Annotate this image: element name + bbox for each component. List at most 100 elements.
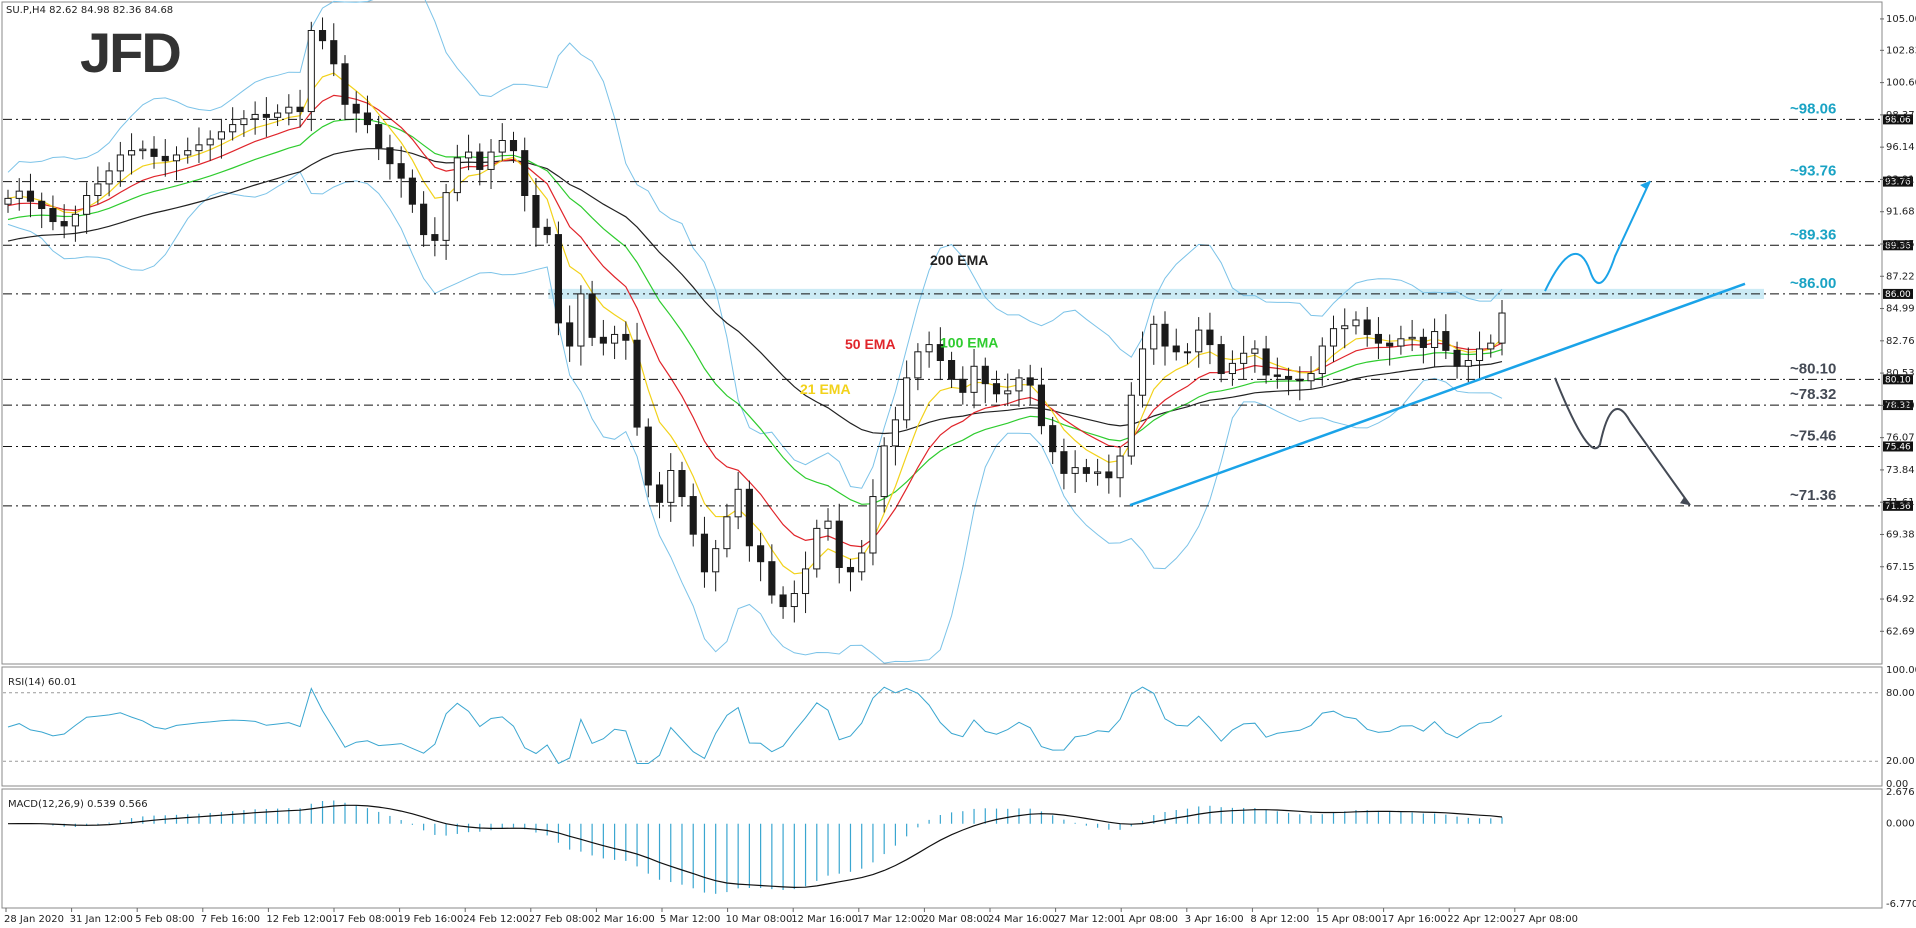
candle-body [633, 339, 641, 428]
candle-body [644, 426, 652, 486]
time-axis: 28 Jan 2020 31 Jan 12:00 5 Feb 08:00 7 Feb … [4, 908, 1578, 925]
candle-body [532, 195, 540, 228]
x-tick-label: 1 Apr 08:00 [1119, 914, 1178, 925]
candle-body [363, 112, 372, 126]
bearish-arrowhead [1680, 497, 1690, 506]
candle-body [734, 488, 742, 518]
candle-body [1094, 471, 1102, 474]
main-pane [1, 1, 1883, 665]
bollinger-bands [7, 0, 1503, 664]
x-tick-label: 3 Apr 16:00 [1185, 914, 1244, 925]
candle-body [453, 157, 461, 194]
candle-body [992, 383, 1001, 395]
y-tick-label: 89.45 [1886, 239, 1915, 250]
ema200-line [7, 147, 1503, 435]
candle-body [509, 140, 518, 152]
candle-body [903, 377, 911, 421]
y-tick-label: 105.00 [1886, 14, 1916, 25]
candle-body [577, 293, 585, 347]
candle-body [1442, 331, 1450, 351]
x-tick-label: 10 Mar 08:00 [726, 914, 793, 925]
candles[interactable] [4, 17, 1506, 623]
level-label-2: ~89.36 [1790, 226, 1836, 243]
x-tick-label: 12 Mar 16:00 [791, 914, 858, 925]
level-pricebox-6 [1883, 441, 1913, 452]
level-label-0: ~98.06 [1790, 100, 1836, 117]
level-pricebox-text-4: 80.10 [1885, 375, 1911, 385]
candle-body [262, 113, 270, 118]
candle-body [375, 124, 383, 149]
macd-pane [1, 788, 1883, 909]
candle-body [824, 520, 832, 529]
x-tick-label: 2 Mar 16:00 [594, 914, 654, 925]
candle-body [745, 488, 753, 547]
candle-body [723, 516, 731, 550]
candle-body [420, 203, 428, 236]
level-pricebox-2 [1883, 240, 1913, 251]
candle-body [880, 445, 888, 498]
y-tick-label: 67.15 [1886, 562, 1915, 573]
candle-body [251, 113, 259, 120]
x-tick-label: 17 Mar 12:00 [857, 914, 924, 925]
candle-body [139, 148, 147, 152]
candle-body [105, 170, 113, 185]
macd-signal-line [7, 804, 1503, 889]
chart-labels: 200 EMA 100 EMA 50 EMA 21 EMA [800, 252, 998, 397]
candle-body [1071, 467, 1079, 474]
candle-body [464, 151, 473, 159]
bullish-arrowhead [1640, 181, 1650, 190]
x-tick-label: 12 Feb 12:00 [266, 914, 332, 925]
candle-body [554, 234, 562, 324]
x-tick-label: 5 Feb 08:00 [135, 914, 194, 925]
y-tick-label: 102.83 [1886, 45, 1916, 56]
x-tick-label: 20 Mar 08:00 [922, 914, 989, 925]
macd-indicator: 2.676 0.000 -6.770 [7, 787, 1916, 910]
candle-body [1004, 390, 1012, 395]
candle-body [4, 197, 12, 205]
y-tick-label: 91.68 [1886, 207, 1915, 218]
ema21-label: 21 EMA [800, 381, 851, 397]
candle-body [1498, 312, 1506, 344]
candle-body [1026, 377, 1034, 386]
candle-body [689, 496, 697, 535]
candle-body [835, 520, 843, 568]
candle-body [700, 533, 709, 573]
candle-body [240, 118, 248, 126]
level-label-5: ~78.32 [1790, 386, 1836, 403]
rsi-pane [1, 666, 1883, 787]
x-tick-label: 31 Jan 12:00 [70, 914, 133, 925]
candle-body [655, 484, 664, 503]
candle-body [1307, 373, 1315, 382]
candle-body [161, 155, 169, 162]
y-tick-label: 100.60 [1886, 78, 1916, 89]
candle-body [1318, 345, 1326, 375]
candle-body [779, 594, 787, 608]
candle-body [611, 333, 619, 344]
candle-body [1127, 394, 1135, 457]
level-pricebox-text-0: 98.06 [1885, 115, 1911, 125]
candle-body [184, 150, 192, 156]
candle-body [948, 360, 956, 380]
level-pricebox-text-6: 75.46 [1885, 442, 1911, 452]
y-tick-label: 76.07 [1886, 433, 1915, 444]
candle-body [1105, 471, 1113, 479]
candle-body [1150, 323, 1158, 350]
candle-body [1183, 351, 1192, 354]
candle-body [543, 226, 551, 236]
candle-body [869, 496, 877, 554]
candle-body [667, 470, 675, 503]
candle-body [150, 148, 158, 157]
y-tick-label: 64.92 [1886, 594, 1915, 605]
candle-body [307, 30, 315, 113]
candle-body [914, 351, 922, 379]
candle-body [1172, 345, 1180, 353]
candle-body [1060, 451, 1068, 474]
candle-body [1082, 467, 1090, 474]
rsi-indicator: 100.00 80.00 20.00 0.00 [3, 665, 1916, 790]
candle-body [195, 144, 203, 152]
candle-body [1419, 336, 1427, 348]
candle-body [442, 192, 450, 241]
candle-body [94, 183, 102, 196]
symbol-header: SU.P,H4 82.62 84.98 82.36 84.68 [6, 5, 173, 16]
level-lines: ~98.06 98.06 ~93.76 93.76 ~89.36 89.36 ~86.00 8… [3, 100, 1913, 512]
